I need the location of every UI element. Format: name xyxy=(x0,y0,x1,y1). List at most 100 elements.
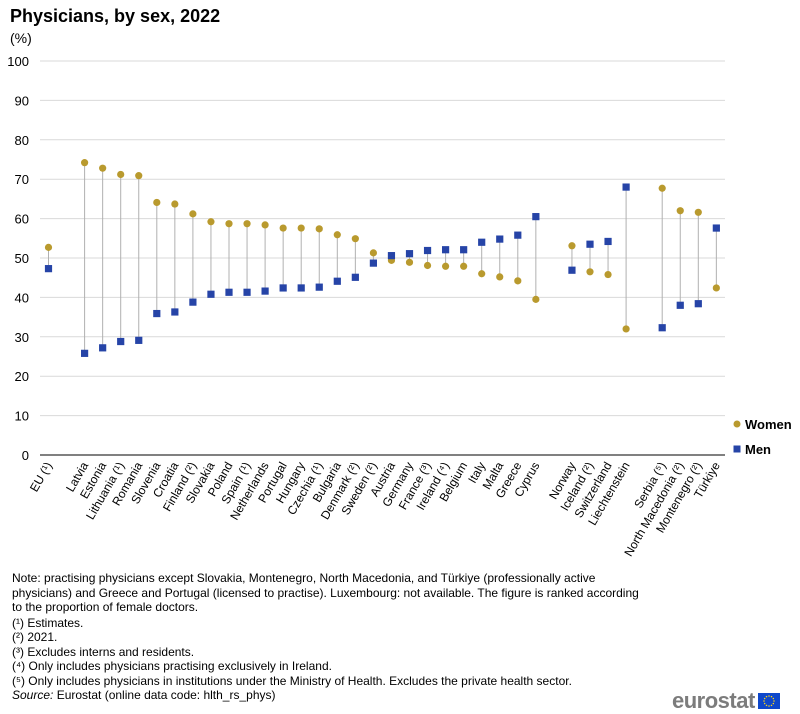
women-point-finland xyxy=(189,210,197,218)
women-point-sweden xyxy=(369,249,377,257)
men-point-iceland xyxy=(586,240,594,248)
men-point-cyprus xyxy=(532,213,540,221)
men-point-hungary xyxy=(297,284,305,292)
men-point-malta xyxy=(496,235,504,243)
men-point-croatia xyxy=(171,308,179,316)
source-line: Source: Eurostat (online data code: hlth… xyxy=(12,688,652,703)
women-point-lithuania xyxy=(117,170,125,179)
women-point-netherlands xyxy=(261,221,269,229)
y-tick-label-80: 80 xyxy=(15,133,29,148)
chart-title: Physicians, by sex, 2022 xyxy=(10,6,221,26)
men-point-denmark xyxy=(351,273,359,281)
y-tick-label-30: 30 xyxy=(15,330,29,345)
women-point-malta xyxy=(496,273,504,281)
y-tick-label-60: 60 xyxy=(15,212,29,227)
eu-flag-star xyxy=(772,697,774,700)
men-point-serbia xyxy=(658,324,666,332)
men-point-finland xyxy=(189,298,197,306)
women-point-eu xyxy=(44,243,53,251)
women-point-czechia xyxy=(315,225,323,233)
footnote-4: (⁴) Only includes physicians practising … xyxy=(12,659,332,673)
women-point-north-macedonia xyxy=(676,207,684,215)
men-point-netherlands xyxy=(261,287,269,295)
men-point-spain xyxy=(243,288,251,296)
men-point-estonia xyxy=(99,344,107,352)
men-point-romania xyxy=(135,336,143,344)
men-point-eu xyxy=(44,265,53,273)
eu-flag-star xyxy=(770,695,773,698)
footnote-2: (²) 2021. xyxy=(12,630,58,644)
eu-flag-star xyxy=(768,695,770,697)
women-point-slovakia xyxy=(207,218,215,226)
eu-flag-stars xyxy=(763,695,775,707)
men-point-montenegro xyxy=(694,300,702,308)
men-point-liechtenstein xyxy=(622,183,630,191)
eu-flag-star xyxy=(763,697,766,700)
y-tick-label-50: 50 xyxy=(15,251,29,266)
men-point-lithuania xyxy=(117,337,125,346)
y-tick-label-40: 40 xyxy=(15,290,29,305)
y-tick-label-70: 70 xyxy=(15,172,29,187)
eurostat-logo-text: eurostat xyxy=(672,688,755,713)
women-point-greece xyxy=(514,277,522,285)
y-tick-label-100: 100 xyxy=(7,54,29,69)
women-point-croatia xyxy=(171,200,179,208)
men-point-germany xyxy=(405,250,414,258)
gridlines xyxy=(40,60,725,456)
eu-flag-background xyxy=(757,693,780,709)
women-point-slovenia xyxy=(153,198,161,207)
y-tick-label-10: 10 xyxy=(15,409,29,424)
note-main: Note: practising physicians except Slova… xyxy=(12,571,639,614)
women-point-romania xyxy=(135,172,143,180)
women-point-spain xyxy=(243,220,251,228)
legend-men-label: Men xyxy=(745,442,771,457)
women-point-t-rkiye xyxy=(712,284,720,292)
women-point-portugal xyxy=(279,224,287,232)
notes-block: Note: practising physicians except Slova… xyxy=(12,571,652,703)
women-point-estonia xyxy=(99,164,107,172)
women-point-germany xyxy=(405,258,414,266)
women-point-belgium xyxy=(460,262,468,270)
eu-flag-star xyxy=(765,695,768,698)
eurostat-logo: eurostat xyxy=(672,688,780,714)
y-tick-label-90: 90 xyxy=(15,93,29,108)
footnote-3: (³) Excludes interns and residents. xyxy=(12,644,195,659)
footnote-1: (¹) Estimates. xyxy=(12,615,84,630)
connector-lines xyxy=(48,162,717,354)
women-point-hungary xyxy=(297,224,305,232)
y-axis-unit: (%) xyxy=(10,30,32,46)
men-point-north-macedonia xyxy=(676,301,684,309)
women-point-montenegro xyxy=(694,208,702,216)
men-point-ireland xyxy=(442,246,450,254)
eu-flag-star xyxy=(772,702,774,705)
women-point-cyprus xyxy=(532,295,540,303)
men-point-slovakia xyxy=(207,290,215,298)
data-markers xyxy=(44,159,720,357)
y-axis-ticks: 0 10 20 30 40 50 60 70 80 90 100 xyxy=(7,54,29,463)
eu-flag-star xyxy=(763,700,765,702)
women-point-latvia xyxy=(81,159,89,167)
men-point-bulgaria xyxy=(333,277,341,285)
men-point-t-rkiye xyxy=(712,224,720,232)
eu-flag-star xyxy=(763,702,766,705)
x-label-eu: EU (¹) xyxy=(27,460,55,495)
eu-flag-star xyxy=(773,700,775,702)
eu-flag-star xyxy=(770,704,773,707)
women-point-switzerland xyxy=(604,270,612,279)
dot-plot-chart: 0 10 20 30 40 50 60 70 80 90 100 EU (¹) LatviaEston… xyxy=(7,54,792,559)
men-point-switzerland xyxy=(604,237,612,246)
y-tick-label-20: 20 xyxy=(15,369,29,384)
eu-flag-icon xyxy=(757,693,780,709)
source-label: Source: xyxy=(12,688,54,702)
men-point-austria xyxy=(387,252,396,260)
men-point-norway xyxy=(568,266,576,274)
legend-women-marker xyxy=(733,420,741,428)
men-point-belgium xyxy=(460,246,468,254)
men-point-slovenia xyxy=(153,309,161,318)
legend-women-label: Women xyxy=(745,417,792,432)
legend-men-marker xyxy=(733,445,741,453)
men-point-italy xyxy=(478,238,486,246)
men-point-latvia xyxy=(81,349,89,357)
women-point-bulgaria xyxy=(333,231,341,239)
